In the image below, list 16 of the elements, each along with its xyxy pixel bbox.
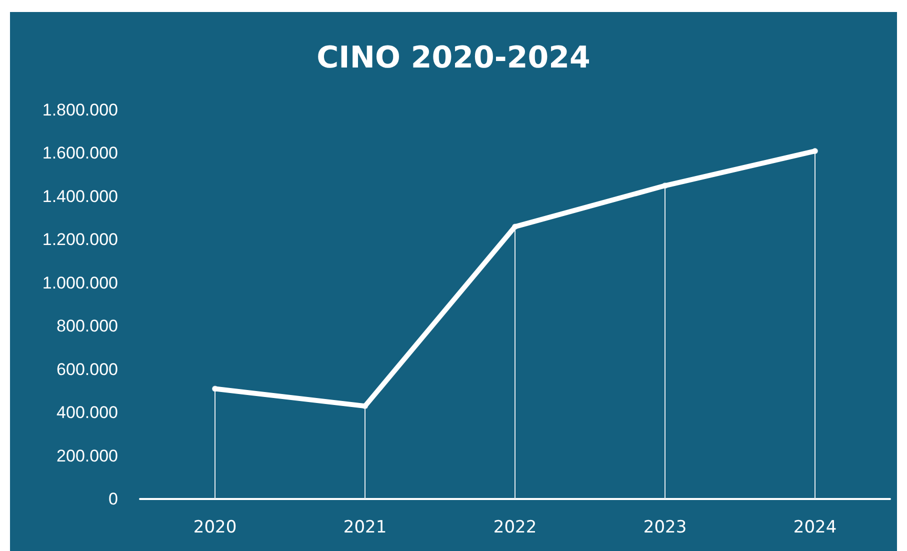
y-tick-label: 800.000 (56, 316, 118, 336)
x-tick-label: 2023 (643, 518, 687, 538)
y-tick-label: 600.000 (56, 360, 118, 379)
y-tick-label: 1.600.000 (42, 144, 118, 163)
y-tick-label: 1.000.000 (42, 273, 118, 292)
y-tick-label: 200.000 (56, 446, 118, 466)
x-tick-label: 2022 (493, 518, 537, 538)
x-tick-label: 2024 (793, 518, 837, 538)
x-tick-label: 2020 (193, 518, 237, 538)
y-tick-label: 1.400.000 (42, 186, 118, 206)
chart-title: CINO 2020-2024 (316, 40, 590, 76)
y-tick-label: 0 (108, 490, 118, 508)
x-tick-label: 2021 (343, 518, 387, 538)
y-tick-label: 1.800.000 (42, 100, 118, 120)
y-tick-label: 1.200.000 (42, 230, 118, 250)
y-tick-label: 400.000 (56, 403, 118, 422)
